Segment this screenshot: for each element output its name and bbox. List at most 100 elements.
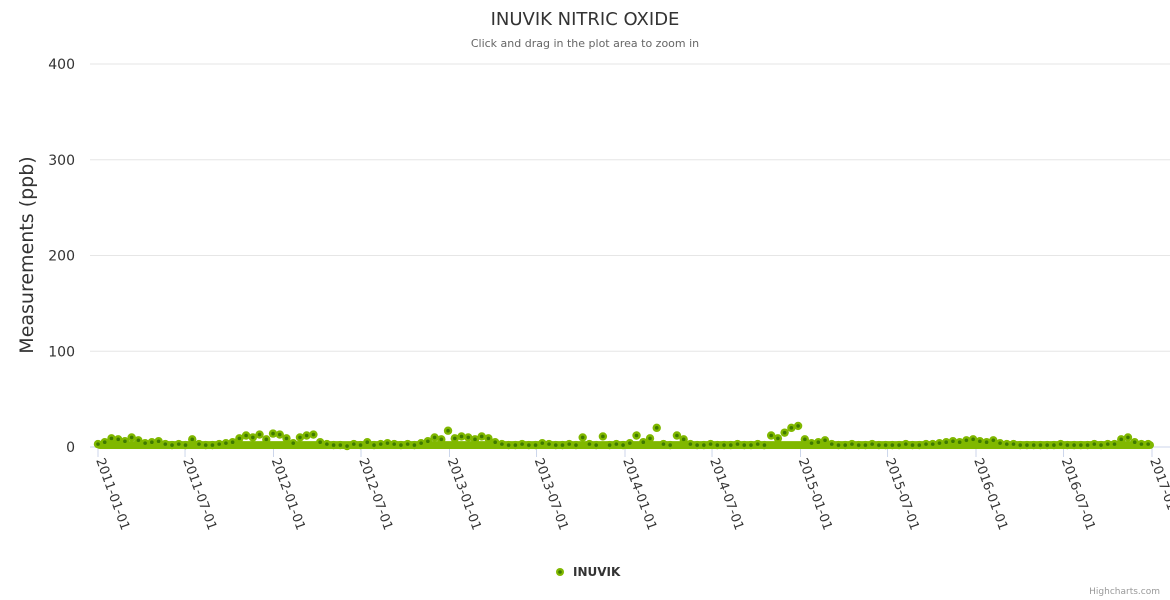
data-point[interactable] (342, 441, 352, 451)
data-point[interactable] (295, 433, 305, 442)
data-point[interactable] (942, 438, 951, 447)
data-point[interactable] (1049, 440, 1059, 450)
data-point[interactable] (329, 440, 338, 450)
data-point[interactable] (706, 439, 715, 449)
data-point[interactable] (1130, 438, 1139, 447)
data-point[interactable] (571, 440, 581, 450)
data-point[interactable] (585, 439, 594, 449)
data-point[interactable] (1036, 440, 1045, 450)
data-point[interactable] (699, 440, 709, 450)
data-point[interactable] (659, 439, 668, 449)
data-point[interactable] (814, 438, 823, 447)
data-point[interactable] (686, 439, 695, 449)
data-point[interactable] (578, 433, 587, 442)
data-point[interactable] (120, 437, 130, 446)
data-point[interactable] (363, 438, 372, 447)
data-point[interactable] (672, 431, 682, 440)
data-point[interactable] (241, 431, 251, 440)
data-point[interactable] (618, 440, 628, 450)
data-point[interactable] (403, 439, 412, 449)
data-point[interactable] (443, 426, 453, 435)
data-point[interactable] (605, 440, 614, 450)
data-point[interactable] (692, 440, 702, 450)
data-point[interactable] (1123, 433, 1133, 442)
data-point[interactable] (1029, 440, 1038, 450)
data-point[interactable] (174, 439, 183, 449)
data-point[interactable] (113, 435, 123, 444)
data-point[interactable] (511, 440, 520, 450)
data-point[interactable] (255, 430, 264, 439)
data-point[interactable] (107, 434, 116, 443)
data-point[interactable] (302, 431, 311, 440)
data-point[interactable] (713, 440, 722, 450)
data-point[interactable] (888, 440, 897, 450)
data-point[interactable] (928, 439, 937, 449)
data-point[interactable] (100, 438, 109, 447)
data-point[interactable] (975, 437, 985, 446)
data-point[interactable] (921, 439, 931, 449)
data-point[interactable] (262, 435, 271, 444)
data-point[interactable] (221, 438, 231, 448)
data-point[interactable] (665, 440, 675, 450)
data-point[interactable] (154, 437, 163, 446)
data-point[interactable] (995, 438, 1005, 448)
data-point[interactable] (248, 433, 258, 442)
data-point[interactable] (497, 439, 507, 449)
data-point[interactable] (874, 440, 884, 450)
data-point[interactable] (127, 433, 136, 442)
data-point[interactable] (544, 439, 554, 449)
data-point[interactable] (450, 434, 459, 443)
data-point[interactable] (766, 431, 776, 440)
data-point[interactable] (1056, 439, 1065, 449)
data-point[interactable] (1083, 440, 1092, 450)
data-point[interactable] (645, 434, 655, 443)
data-point[interactable] (632, 431, 641, 440)
data-point[interactable] (962, 436, 971, 445)
data-point[interactable] (282, 434, 291, 443)
data-point[interactable] (376, 439, 385, 449)
data-point[interactable] (181, 440, 190, 450)
data-point[interactable] (538, 438, 547, 448)
data-point[interactable] (598, 432, 608, 441)
data-point[interactable] (349, 439, 359, 449)
data-point[interactable] (908, 440, 917, 450)
data-point[interactable] (834, 440, 843, 450)
data-point[interactable] (847, 439, 857, 449)
data-point[interactable] (416, 438, 426, 448)
data-point[interactable] (639, 438, 648, 447)
data-point[interactable] (740, 440, 749, 450)
data-point[interactable] (423, 437, 433, 446)
data-point[interactable] (948, 437, 958, 446)
data-point[interactable] (93, 439, 103, 449)
data-point[interactable] (1143, 439, 1153, 449)
data-point[interactable] (955, 438, 964, 447)
data-point[interactable] (228, 438, 237, 447)
data-point[interactable] (982, 438, 991, 447)
data-point[interactable] (194, 439, 204, 449)
data-point[interactable] (531, 440, 540, 450)
data-point[interactable] (524, 440, 534, 450)
data-point[interactable] (1103, 439, 1112, 449)
data-point[interactable] (760, 440, 769, 450)
data-point[interactable] (558, 440, 567, 450)
data-point[interactable] (881, 440, 890, 450)
data-point[interactable] (1096, 440, 1106, 450)
series-inuvik[interactable] (93, 421, 1154, 451)
data-point[interactable] (140, 438, 150, 448)
data-point[interactable] (430, 433, 439, 442)
data-point[interactable] (867, 439, 877, 449)
data-point[interactable] (289, 438, 298, 448)
data-point[interactable] (1042, 440, 1052, 450)
data-point[interactable] (719, 440, 729, 450)
data-point[interactable] (1063, 440, 1072, 450)
data-point[interactable] (753, 439, 762, 449)
data-point[interactable] (1110, 439, 1119, 449)
data-point[interactable] (214, 439, 224, 449)
data-point[interactable] (1002, 439, 1011, 449)
data-point[interactable] (356, 440, 365, 450)
data-point[interactable] (383, 438, 392, 448)
data-point[interactable] (625, 438, 635, 448)
data-point[interactable] (464, 433, 473, 442)
data-point[interactable] (612, 439, 621, 449)
